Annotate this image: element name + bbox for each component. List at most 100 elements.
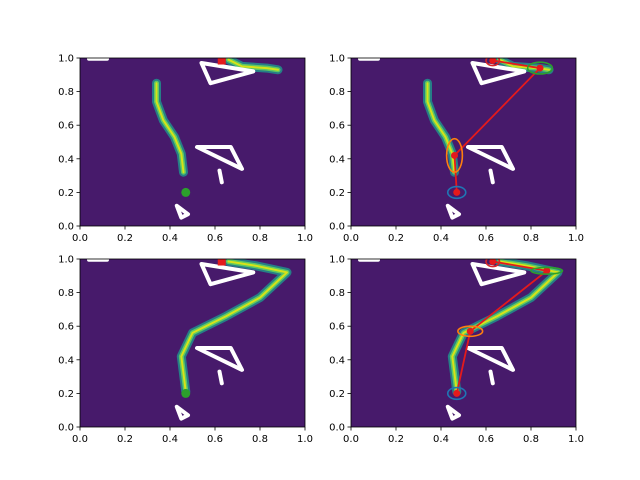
x-tick-label: 0.0 [343, 434, 359, 445]
x-tick-label: 1.0 [568, 233, 584, 244]
y-tick-label: 0.2 [58, 188, 74, 199]
y-tick-label: 1.0 [58, 54, 74, 65]
planned-path-line [453, 59, 542, 193]
subplot-1: 0.0 0.2 0.4 0.6 0.8 1.0 0.0 0.2 0.4 0.6 0.8 1.0 [58, 54, 313, 245]
subplot-2: 0.0 0.2 0.4 0.6 0.8 1.0 0.0 0.2 0.4 0.6 0.8 1.0 [329, 54, 584, 245]
x-tick-label: 0.8 [523, 434, 539, 445]
obstacle-1 [470, 262, 527, 287]
x-tick-label: 0.4 [162, 434, 178, 445]
axes-frame [350, 57, 577, 227]
obstacle-3 [445, 404, 461, 421]
obstacle-1 [199, 262, 256, 287]
x-tick-label: 0.8 [252, 434, 268, 445]
obstacle-1 [470, 61, 527, 86]
x-tick-label: 0.6 [478, 434, 494, 445]
x-tick-label: 0.4 [162, 233, 178, 244]
y-tick-label: 0.8 [58, 288, 74, 299]
x-tick-label: 0.0 [72, 434, 88, 445]
x-tick-label: 0.8 [252, 233, 268, 244]
x-tick-label: 0.2 [388, 434, 404, 445]
uncertainty-ellipse-2 [457, 325, 484, 338]
y-tick-label: 0.8 [329, 87, 345, 98]
density-trail-core [180, 260, 288, 393]
axes-frame [350, 258, 577, 428]
path-waypoint-3 [536, 64, 544, 72]
obstacle-2 [195, 145, 244, 171]
y-tick-label: 0.2 [329, 188, 345, 199]
target-point-marker [217, 58, 226, 65]
uncertainty-ellipse-3 [530, 266, 564, 275]
y-tick-label: 1.0 [329, 54, 345, 65]
path-waypoint-2 [466, 327, 474, 335]
y-tick-label: 0.0 [329, 423, 345, 434]
y-tick-label: 0.6 [329, 322, 345, 333]
y-tick-label: 0.4 [329, 154, 345, 165]
heatmap-background [351, 58, 576, 226]
obstacle-4 [488, 168, 495, 185]
path-waypoint-1 [453, 188, 461, 196]
uncertainty-ellipse-2 [445, 137, 464, 174]
x-tick-label: 1.0 [297, 233, 313, 244]
target-point-marker [217, 259, 226, 266]
x-tick-label: 0.2 [388, 233, 404, 244]
density-trail-top-core [227, 58, 279, 71]
obstacle-4 [488, 369, 495, 386]
x-tick-label: 0.6 [207, 434, 223, 445]
x-tick-label: 0.4 [433, 434, 449, 445]
y-tick-label: 0.6 [58, 121, 74, 132]
y-tick-label: 0.0 [329, 222, 345, 233]
density-trail-core [155, 82, 185, 174]
axes-frame [79, 57, 306, 227]
uncertainty-ellipse-4 [485, 58, 501, 67]
obstacle-3 [174, 203, 190, 220]
subplot-3: 0.0 0.2 0.4 0.6 0.8 1.0 0.0 0.2 0.4 0.6 0.8 1.0 [58, 255, 313, 446]
plot-area [87, 259, 292, 421]
y-tick-label: 0.4 [58, 154, 74, 165]
planned-path-line [455, 260, 549, 394]
path-waypoint-4 [489, 259, 497, 266]
plot-area [358, 259, 564, 421]
uncertainty-ellipse-3 [526, 61, 554, 75]
subplot-4: 0.0 0.2 0.4 0.6 0.8 1.0 0.0 0.2 0.4 0.6 0.8 1.0 [329, 255, 584, 446]
x-tick-label: 1.0 [568, 434, 584, 445]
y-tick-label: 0.4 [58, 355, 74, 366]
x-tick-label: 1.0 [297, 434, 313, 445]
x-tick-label: 0.6 [207, 233, 223, 244]
obstacle-4 [217, 168, 224, 185]
obstacle-2 [195, 346, 244, 372]
density-trail-core [451, 260, 559, 393]
y-tick-label: 0.0 [58, 423, 74, 434]
heatmap-background [80, 58, 305, 226]
y-tick-label: 0.0 [58, 222, 74, 233]
start-point-marker [181, 187, 191, 197]
obstacle-4 [217, 369, 224, 386]
path-waypoint-2 [451, 151, 458, 159]
y-tick-label: 1.0 [329, 255, 345, 266]
x-tick-label: 0.2 [117, 434, 133, 445]
y-tick-label: 0.2 [58, 389, 74, 400]
x-tick-label: 0.6 [478, 233, 494, 244]
path-waypoint-1 [453, 389, 461, 397]
y-tick-label: 0.6 [58, 322, 74, 333]
axes-frame [79, 258, 306, 428]
y-tick-label: 0.8 [329, 288, 345, 299]
obstacle-3 [174, 404, 190, 421]
y-tick-label: 0.4 [329, 355, 345, 366]
uncertainty-ellipse-1 [446, 386, 467, 401]
obstacle-3 [445, 203, 461, 220]
y-tick-label: 0.6 [329, 121, 345, 132]
y-tick-label: 0.8 [58, 87, 74, 98]
x-tick-label: 0.4 [433, 233, 449, 244]
plot-area [358, 58, 554, 220]
start-point-marker [181, 388, 191, 398]
x-tick-label: 0.2 [117, 233, 133, 244]
obstacle-2 [466, 346, 515, 372]
obstacle-2 [466, 145, 515, 171]
y-tick-label: 0.2 [329, 389, 345, 400]
obstacle-1 [199, 61, 256, 86]
path-waypoint-3 [543, 267, 551, 275]
uncertainty-ellipse-4 [485, 259, 501, 268]
x-tick-label: 0.0 [72, 233, 88, 244]
y-tick-label: 1.0 [58, 255, 74, 266]
